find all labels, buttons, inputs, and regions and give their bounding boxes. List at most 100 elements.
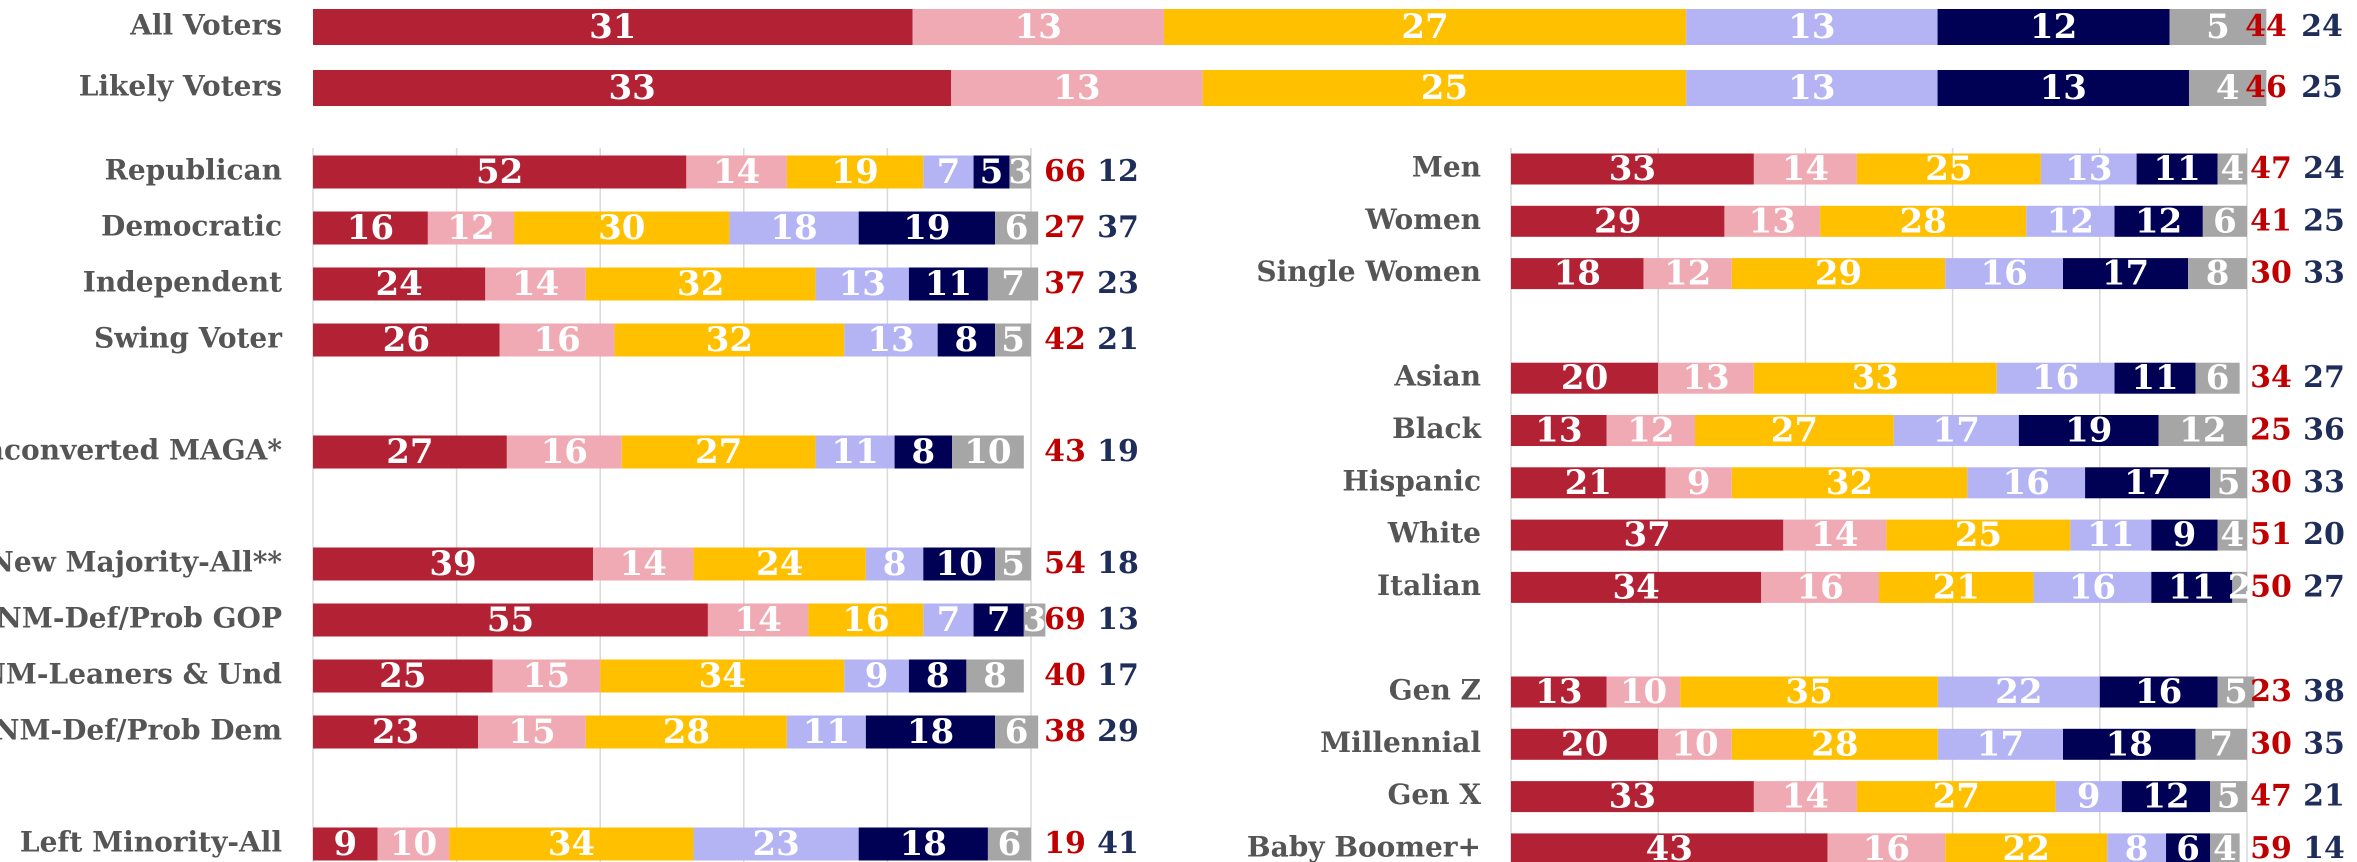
bar-segment (2063, 258, 2189, 290)
segment-label: 18 (1554, 254, 1601, 294)
bar-segment (1820, 205, 2027, 237)
bar-segment (313, 155, 687, 189)
segment-label: 27 (1401, 7, 1448, 47)
total-label: 34 (2250, 360, 2292, 395)
segment-label: 4 (2213, 829, 2237, 862)
segment-label: 14 (1811, 515, 1858, 555)
segment-label: 5 (1001, 544, 1025, 584)
bar-segment (1945, 833, 2108, 862)
total-label: 23 (1097, 266, 1139, 301)
total-label: 37 (1044, 266, 1086, 301)
bar-segment (621, 435, 816, 469)
bar-segment (1731, 728, 1938, 760)
segment-label: 32 (706, 320, 753, 360)
segment-label: 4 (2216, 68, 2240, 108)
bar-segment (858, 827, 988, 861)
bar-segment (1606, 676, 1681, 708)
segment-label: 14 (734, 600, 781, 640)
segment-label: 33 (608, 68, 655, 108)
segment-label: 27 (695, 432, 742, 472)
bar-segment (2158, 415, 2247, 446)
segment-label: 17 (2102, 254, 2149, 294)
segment-label: 16 (1863, 829, 1910, 862)
bar-segment (2188, 258, 2247, 290)
bar-segment (2136, 153, 2218, 185)
bar-segment (478, 715, 586, 749)
segment-label: 5 (1001, 320, 1025, 360)
segment-label: 30 (598, 208, 645, 248)
segment-label: 14 (713, 152, 760, 192)
bar-segment (614, 323, 845, 357)
bar-segment (1023, 603, 1046, 637)
segment-label: 4 (2220, 149, 2244, 189)
segment-label: 33 (1852, 358, 1899, 398)
bar-segment (908, 659, 967, 693)
bar-segment (894, 435, 953, 469)
segment-label: 9 (2077, 777, 2101, 817)
segment-label: 26 (383, 320, 430, 360)
bar-segment (951, 70, 1203, 106)
total-label: 20 (2303, 517, 2345, 552)
segment-label: 37 (1623, 515, 1670, 555)
segment-label: 8 (983, 656, 1007, 696)
bar-segment (1731, 467, 1968, 499)
bar-segment (2210, 781, 2247, 813)
bar-segment (1937, 9, 2170, 45)
bar-segment (1761, 571, 1879, 603)
bar-segment (987, 267, 1039, 301)
segment-label: 18 (900, 824, 947, 862)
segment-label: 8 (911, 432, 935, 472)
segment-label: 6 (1005, 712, 1029, 752)
segment-label: 16 (541, 432, 588, 472)
bar-segment (313, 267, 486, 301)
bar-segment (952, 435, 1024, 469)
bar-segment (1753, 153, 1857, 185)
bar-segment (1658, 362, 1754, 394)
segment-label: 10 (1620, 672, 1667, 712)
total-label: 50 (2250, 569, 2292, 604)
segment-label: 6 (998, 824, 1022, 862)
segment-label: 14 (620, 544, 667, 584)
bar-segment (1937, 676, 2100, 708)
segment-label: 16 (1980, 254, 2027, 294)
segment-label: 34 (699, 656, 746, 696)
segment-label: 12 (2030, 7, 2077, 47)
segment-label: 11 (803, 712, 850, 752)
bar-segment (865, 715, 996, 749)
segment-label: 10 (390, 824, 437, 862)
bar-segment (313, 70, 952, 106)
segment-label: 8 (2125, 829, 2149, 862)
bar-segment (1937, 70, 2189, 106)
segment-label: 13 (2065, 149, 2112, 189)
bar-segment (995, 323, 1031, 357)
bar-segment (1827, 833, 1946, 862)
bar-segment (593, 547, 694, 581)
segment-label: 43 (1646, 829, 1693, 862)
segment-label: 21 (1933, 567, 1980, 607)
segment-label: 29 (1815, 254, 1862, 294)
segment-label: 7 (937, 600, 961, 640)
bar-segment (995, 211, 1039, 245)
bar-segment (923, 603, 974, 637)
segment-label: 27 (1933, 777, 1980, 817)
segment-label: 11 (925, 264, 972, 304)
total-label: 21 (2303, 779, 2345, 814)
segment-label: 13 (1535, 672, 1582, 712)
bar-segment (2217, 519, 2247, 551)
total-label: 59 (2250, 831, 2292, 862)
bar-segment (1753, 781, 1857, 813)
bar-segment (2195, 362, 2240, 394)
segment-label: 10 (1671, 724, 1718, 764)
segment-label: 13 (1788, 7, 1835, 47)
bar-segment (2114, 205, 2203, 237)
total-label: 54 (1044, 546, 1086, 581)
segment-label: 18 (2106, 724, 2153, 764)
total-label: 33 (2303, 465, 2345, 500)
total-label: 41 (1097, 826, 1139, 861)
bar-segment (2107, 833, 2167, 862)
segment-label: 22 (2003, 829, 2050, 862)
category-label: All Voters (129, 9, 282, 42)
segment-label: 55 (487, 600, 534, 640)
total-label: 19 (1044, 826, 1086, 861)
bar-segment (2151, 571, 2233, 603)
